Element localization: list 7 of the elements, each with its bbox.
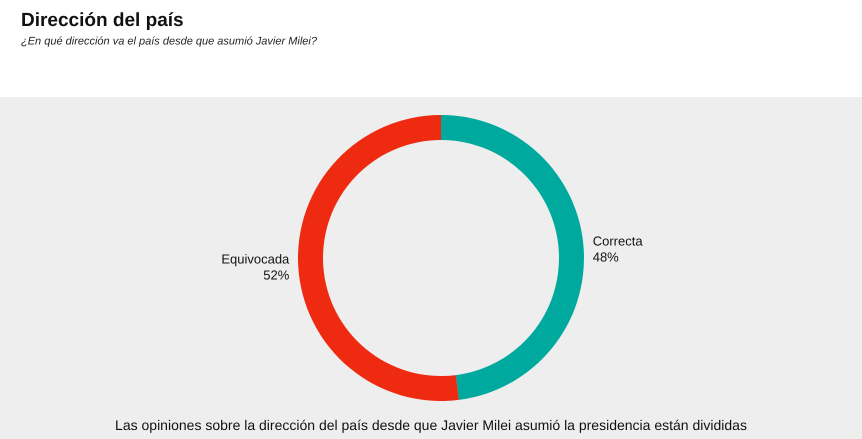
data-label: 48% [592,249,620,264]
data-label: 52% [263,268,290,283]
chart-title: Dirección del país [21,10,184,31]
slice-label: Correcta [592,233,644,248]
chart-subtitle: ¿En qué dirección va el país desde que asumió Javier Milei? [21,36,318,48]
slice-label: Equivocada [221,252,290,267]
text: Las opiniones sobre la dirección del país desde que Javier Milei asumió la presidencia están divididas [115,417,747,433]
